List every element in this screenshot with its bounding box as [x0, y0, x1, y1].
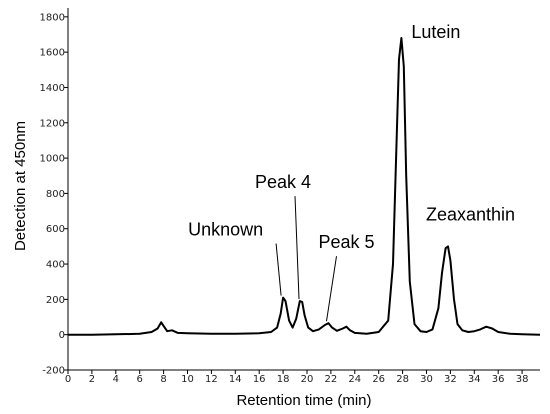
x-tick-label: 28 [396, 374, 409, 385]
x-tick-label: 6 [137, 374, 143, 385]
chromatogram-line [68, 37, 541, 336]
y-tick-label: 0 [59, 330, 65, 341]
x-tick-label: 22 [325, 374, 338, 385]
x-tick-label: 36 [492, 374, 505, 385]
peak-label: Lutein [411, 22, 460, 42]
x-tick-label: 12 [205, 374, 218, 385]
peak-label: Peak 5 [318, 232, 374, 252]
y-tick-label: 200 [46, 295, 65, 306]
x-tick-label: 18 [277, 374, 290, 385]
x-tick-label: 4 [113, 374, 119, 385]
annotation-leader [326, 256, 337, 322]
x-tick-label: 34 [468, 374, 481, 385]
peak-label: Peak 4 [255, 172, 311, 192]
y-tick-label: 1200 [40, 118, 65, 129]
x-tick-label: 8 [160, 374, 166, 385]
y-tick-label: -200 [42, 366, 65, 377]
y-tick-label: 1600 [40, 48, 65, 59]
y-tick-label: 1400 [40, 83, 65, 94]
annotation-leader [275, 243, 282, 296]
y-tick-label: 1800 [40, 12, 65, 23]
annotations-layer: Unknown Peak 4 Peak 5 Lutein Zeaxanthin [188, 22, 515, 322]
x-tick-label: 24 [348, 374, 361, 385]
x-tick-label: 32 [444, 374, 457, 385]
x-tick-label: 14 [229, 374, 242, 385]
x-tick-label: 2 [89, 374, 95, 385]
x-tick-label: 26 [372, 374, 385, 385]
y-tick-label: 800 [46, 189, 65, 200]
x-tick-label: 0 [65, 374, 71, 385]
peak-label: Zeaxanthin [426, 204, 515, 224]
y-tick-label: 400 [46, 260, 65, 271]
y-axis-title: Detection at 450nm [12, 121, 29, 251]
y-tick-label: 1000 [40, 154, 65, 165]
annotation-leader [294, 196, 300, 300]
x-tick-label: 30 [420, 374, 433, 385]
x-tick-label: 10 [181, 374, 194, 385]
x-tick-label: 16 [253, 374, 266, 385]
peak-label: Unknown [188, 220, 263, 240]
x-tick-label: 38 [516, 374, 529, 385]
series-layer [68, 37, 541, 336]
x-axis-title: Retention time (min) [236, 392, 371, 409]
y-tick-label: 600 [46, 224, 65, 235]
x-tick-label: 20 [301, 374, 314, 385]
axes [67, 8, 540, 371]
